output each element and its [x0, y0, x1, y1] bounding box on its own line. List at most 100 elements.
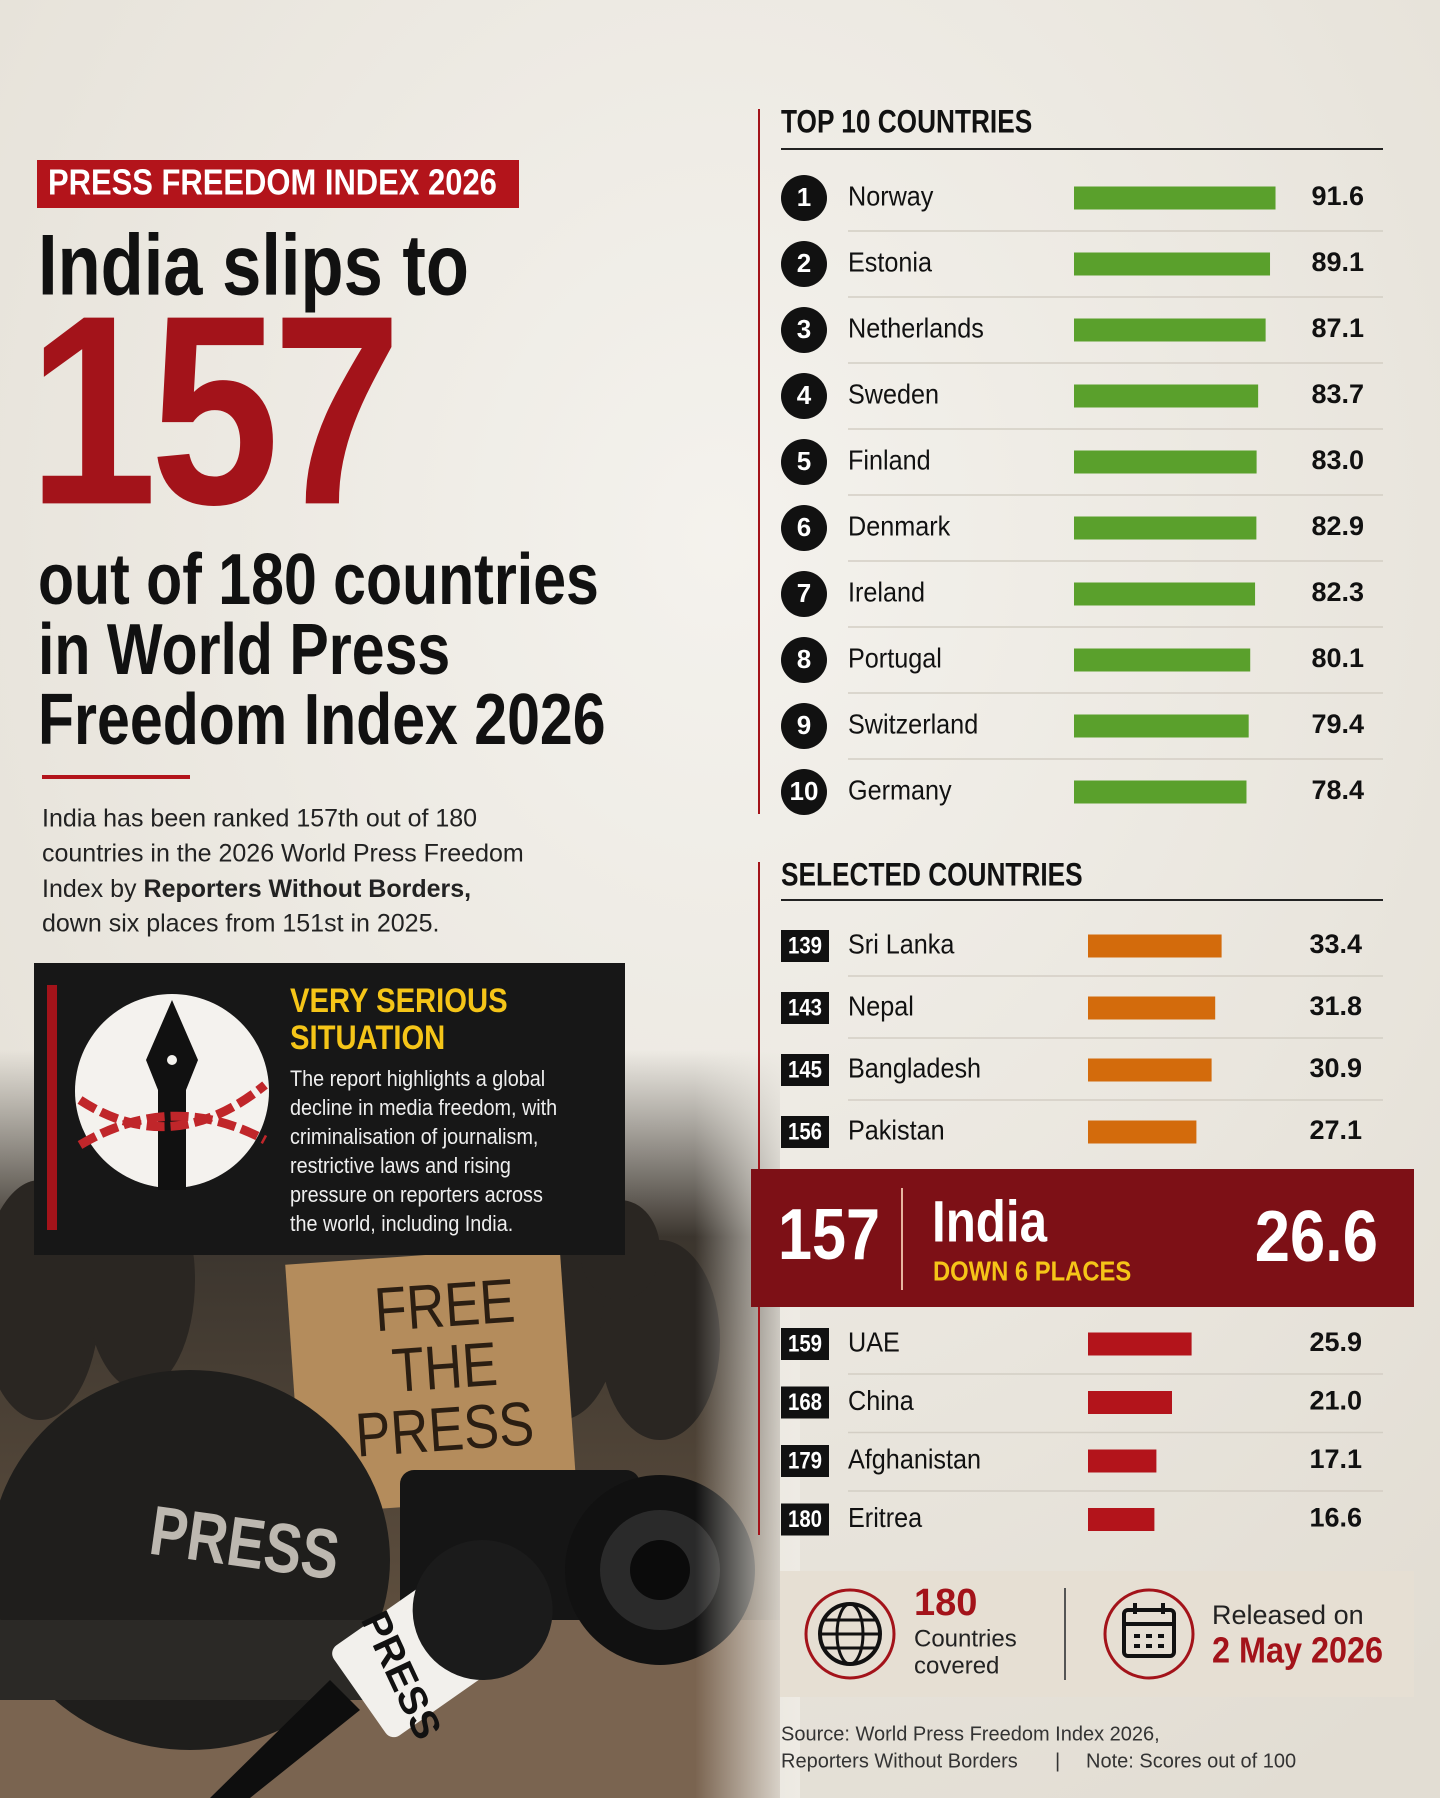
rank-badge	[781, 930, 829, 962]
country: Estonia	[848, 246, 932, 278]
headline: Freedom Index 2026	[38, 678, 606, 759]
score: 17.1	[1309, 1444, 1362, 1474]
summary-bold: Reporters Without Borders,	[144, 875, 472, 903]
rank-badge	[781, 637, 827, 683]
rank: 143	[788, 994, 822, 1021]
country: Sri Lanka	[848, 928, 955, 960]
country: Netherlands	[848, 312, 984, 344]
bar	[1074, 252, 1271, 276]
bar	[1074, 648, 1251, 672]
bar	[1074, 384, 1259, 408]
score: 21.0	[1309, 1386, 1362, 1416]
india-band	[751, 1169, 1414, 1307]
rank: 6	[797, 512, 811, 542]
rank: 5	[797, 446, 811, 476]
summary-line: India has been ranked 157th out of 180	[42, 805, 477, 833]
country: Switzerland	[848, 708, 978, 740]
country: Sweden	[848, 378, 939, 410]
callout-title: SITUATION	[290, 1018, 445, 1057]
sign-text: THE	[390, 1330, 500, 1406]
score: 91.6	[1311, 181, 1364, 211]
country: Finland	[848, 444, 931, 476]
summary-line: Index by Reporters Without Borders,	[42, 875, 471, 903]
rank-badge	[781, 1503, 829, 1536]
rank-badge	[781, 769, 827, 815]
globe-icon	[804, 1588, 896, 1680]
tag-box	[37, 160, 519, 208]
bar	[1074, 186, 1276, 210]
count-label: Countries	[914, 1625, 1017, 1652]
sign-text: PRESS	[353, 1389, 536, 1470]
bar	[1074, 780, 1247, 804]
bar	[1088, 1449, 1157, 1473]
country: China	[848, 1385, 914, 1417]
calendar-icon	[1103, 1588, 1195, 1680]
rank-badge	[781, 1445, 829, 1477]
rank-badge	[781, 175, 827, 221]
rank-badge	[781, 505, 827, 551]
rank: 1	[797, 182, 811, 212]
rank-big: 157	[28, 260, 395, 561]
section-title: SELECTED COUNTRIES	[781, 858, 1083, 893]
rank: 10	[790, 776, 819, 806]
rank: 9	[797, 710, 811, 740]
rank: 4	[797, 380, 812, 410]
country: Afghanistan	[848, 1443, 981, 1475]
country: Nepal	[848, 990, 914, 1022]
callout-text: the world, including India.	[290, 1212, 513, 1236]
rank-badge	[781, 307, 827, 353]
rank: 139	[788, 932, 822, 959]
rank-badge	[781, 571, 827, 617]
callout-accent	[47, 985, 57, 1230]
tag: PRESS FREEDOM INDEX 2026	[48, 163, 497, 203]
score: 80.1	[1311, 643, 1364, 673]
score: 27.1	[1309, 1115, 1362, 1145]
rank: 145	[788, 1056, 822, 1083]
rank-badge	[781, 1116, 829, 1148]
rank: 8	[797, 644, 811, 674]
bar	[1088, 996, 1216, 1020]
callout-text: criminalisation of journalism,	[290, 1125, 538, 1149]
rank-badge	[781, 703, 827, 749]
country: Norway	[848, 180, 934, 212]
released-date: 2 May 2026	[1212, 1631, 1383, 1671]
country: UAE	[848, 1326, 900, 1358]
rank-badge	[781, 1386, 829, 1419]
callout-text: decline in media freedom, with	[290, 1096, 557, 1120]
released-label: Released on	[1212, 1600, 1364, 1630]
bar	[1074, 450, 1257, 474]
headline: in World Press	[38, 608, 450, 689]
rank-badge	[781, 1328, 829, 1360]
summary-line: countries in the 2026 World Press Freedo…	[42, 840, 524, 868]
bar	[1088, 1508, 1155, 1531]
country: Portugal	[848, 642, 942, 674]
bar	[1088, 1058, 1212, 1082]
country: Bangladesh	[848, 1052, 981, 1084]
rank: 3	[797, 314, 811, 344]
rank-badge	[781, 373, 827, 419]
score: 79.4	[1311, 709, 1364, 739]
section-title: TOP 10 COUNTRIES	[781, 105, 1032, 140]
source: Reporters Without Borders	[781, 1750, 1018, 1772]
score: 78.4	[1311, 775, 1364, 805]
callout-title: VERY SERIOUS	[290, 981, 508, 1020]
country: Pakistan	[848, 1114, 945, 1146]
score: 82.3	[1311, 577, 1364, 607]
headline: out of 180 countries	[38, 538, 599, 619]
score: 82.9	[1311, 511, 1364, 541]
bar	[1074, 516, 1257, 540]
rank: 180	[788, 1505, 822, 1532]
bar	[1088, 1120, 1197, 1144]
india-rank: 157	[778, 1195, 880, 1275]
source: Note: Scores out of 100	[1086, 1750, 1296, 1772]
bar	[1088, 934, 1222, 958]
bar	[1088, 1391, 1172, 1414]
india-note: DOWN 6 PLACES	[933, 1255, 1131, 1287]
score: 16.6	[1309, 1503, 1362, 1533]
summary-line: down six places from 151st in 2025.	[42, 910, 439, 938]
count: 180	[914, 1582, 977, 1624]
sign-text: FREE	[372, 1267, 517, 1346]
rank: 156	[788, 1118, 822, 1145]
footer-box	[780, 1571, 1414, 1697]
